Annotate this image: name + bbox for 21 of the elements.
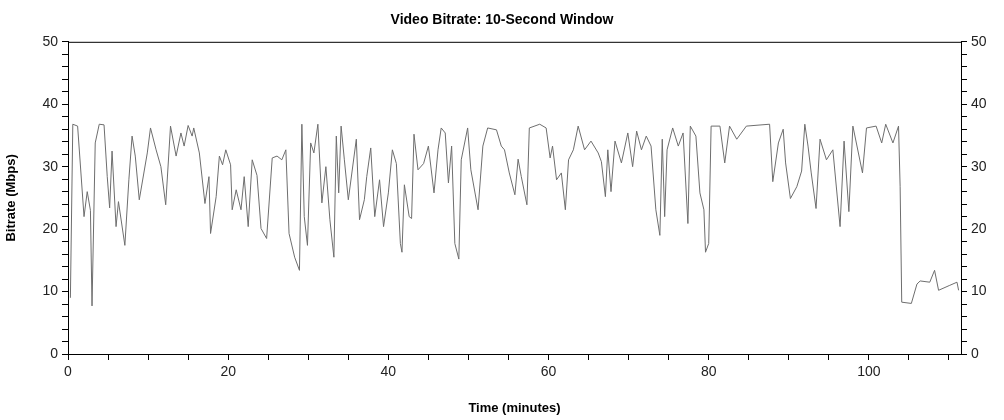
- y-tick-label: 10: [42, 282, 59, 299]
- y2-tick-label: 30: [971, 157, 987, 174]
- y-tick-label: 20: [42, 219, 59, 236]
- x-tick-label: 40: [380, 363, 397, 380]
- x-tick-label: 0: [64, 363, 73, 380]
- x-tick-label: 20: [220, 363, 237, 380]
- y-tick-label: 0: [50, 344, 59, 361]
- y-tick-label: 40: [42, 95, 59, 112]
- x-tick-label: 100: [857, 363, 881, 380]
- y2-tick-label: 20: [971, 219, 987, 236]
- y-axis-title: Bitrate (Mbps): [3, 154, 19, 242]
- x-axis-title: Time (minutes): [468, 399, 561, 415]
- y2-tick-label: 0: [971, 344, 979, 361]
- y-tick-label: 50: [42, 32, 59, 49]
- chart-title: Video Bitrate: 10-Second Window: [390, 11, 614, 28]
- y2-tick-label: 50: [971, 32, 987, 49]
- x-tick-label: 80: [700, 363, 717, 380]
- x-tick-label: 60: [540, 363, 557, 380]
- y2-tick-label: 10: [971, 282, 987, 299]
- y-tick-label: 30: [42, 157, 59, 174]
- y2-tick-label: 40: [971, 95, 987, 112]
